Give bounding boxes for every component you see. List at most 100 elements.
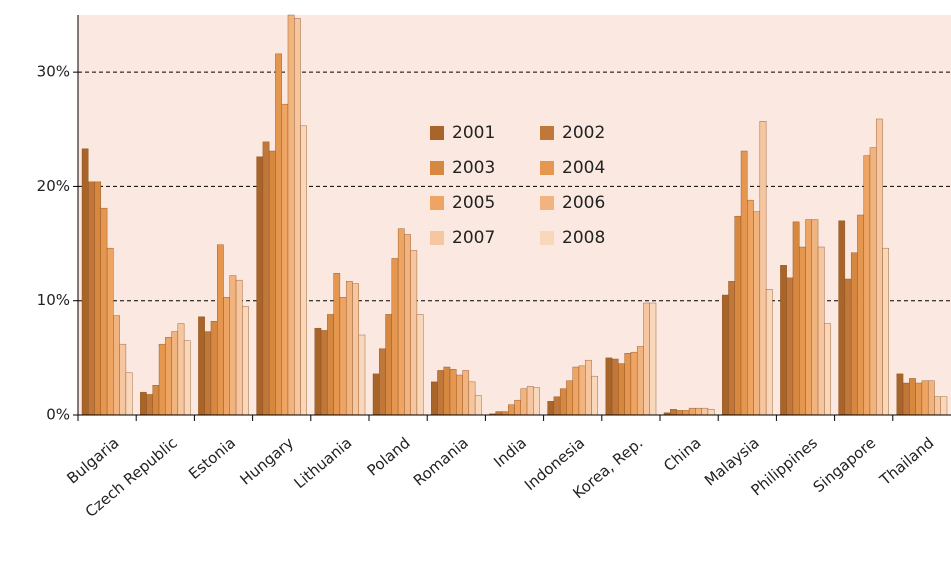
bar	[287, 14, 295, 416]
bar	[927, 380, 935, 416]
x-tick-label: Thailand	[876, 434, 938, 490]
bar	[88, 181, 95, 416]
bar	[139, 391, 147, 416]
bar	[707, 409, 715, 416]
bar	[817, 246, 825, 416]
bar	[158, 343, 166, 416]
bar	[462, 370, 470, 416]
bar	[113, 315, 120, 416]
bar	[327, 314, 334, 416]
bar	[643, 302, 650, 416]
bar	[786, 277, 794, 416]
bar	[591, 375, 599, 416]
bar	[520, 388, 528, 416]
legend-label: 2002	[562, 123, 605, 143]
bar	[198, 316, 205, 416]
bar	[902, 382, 910, 416]
bar	[152, 385, 160, 416]
legend-label: 2003	[452, 158, 495, 178]
legend-swatch	[540, 126, 554, 140]
bar	[605, 357, 613, 416]
x-tick-label: China	[660, 434, 704, 475]
bar	[443, 366, 451, 416]
bar	[456, 374, 463, 416]
bar	[921, 380, 929, 416]
bar	[514, 399, 521, 416]
bar	[171, 331, 179, 416]
bar	[676, 410, 684, 416]
bar	[728, 281, 735, 416]
bar	[701, 407, 709, 416]
bar	[314, 327, 322, 416]
bar	[624, 353, 632, 416]
bar	[119, 343, 127, 416]
bar	[566, 380, 573, 416]
bar	[759, 121, 767, 416]
bar	[649, 302, 657, 416]
bar	[882, 247, 890, 416]
bar	[508, 404, 515, 416]
y-tick-label: 10%	[37, 291, 70, 309]
legend-label: 2008	[562, 228, 605, 248]
bar	[734, 215, 742, 416]
bar	[397, 228, 405, 416]
bar	[896, 373, 904, 416]
bar	[869, 147, 877, 416]
bar	[183, 340, 191, 416]
bar	[217, 244, 224, 416]
legend-swatch	[540, 161, 554, 175]
legend-swatch	[430, 196, 444, 210]
bar	[670, 409, 677, 416]
bar	[811, 219, 819, 416]
x-tick-label: Lithuania	[291, 434, 356, 492]
bar	[553, 396, 561, 416]
bar	[682, 410, 690, 416]
bar	[345, 281, 353, 416]
legend-label: 2007	[452, 228, 495, 248]
x-tick-label: India	[490, 434, 530, 471]
bar	[437, 370, 444, 416]
bar	[449, 369, 457, 416]
bar	[81, 148, 89, 416]
bar	[379, 348, 386, 416]
legend-swatch	[540, 231, 554, 245]
bar	[100, 207, 108, 416]
legend-swatch	[430, 126, 444, 140]
bar	[385, 314, 393, 416]
bar	[618, 363, 625, 416]
x-tick-label: Estonia	[185, 434, 239, 483]
bar	[740, 150, 748, 416]
bar	[838, 220, 846, 416]
y-tick-label: 30%	[37, 63, 70, 81]
bar	[352, 283, 359, 416]
bar	[410, 250, 418, 416]
bar	[765, 289, 773, 416]
bar	[611, 358, 619, 416]
bar	[857, 214, 864, 416]
bar	[416, 314, 424, 416]
bar	[850, 252, 858, 416]
legend-label: 2005	[452, 193, 495, 213]
bar	[547, 401, 555, 416]
bar	[533, 387, 540, 416]
bar	[268, 150, 276, 416]
bar	[404, 234, 411, 416]
bar	[204, 331, 212, 416]
bar	[468, 381, 476, 416]
bar	[578, 365, 586, 416]
bar	[844, 278, 852, 416]
bar	[526, 386, 534, 416]
bar	[235, 279, 243, 416]
bar	[747, 199, 754, 416]
bar	[572, 366, 580, 416]
bar	[630, 351, 638, 416]
legend-swatch	[430, 161, 444, 175]
bar	[863, 155, 871, 416]
bar	[474, 395, 482, 416]
bar	[636, 346, 644, 416]
bar	[106, 247, 114, 416]
bar	[792, 221, 800, 416]
bar	[934, 396, 941, 416]
bar	[262, 141, 270, 416]
